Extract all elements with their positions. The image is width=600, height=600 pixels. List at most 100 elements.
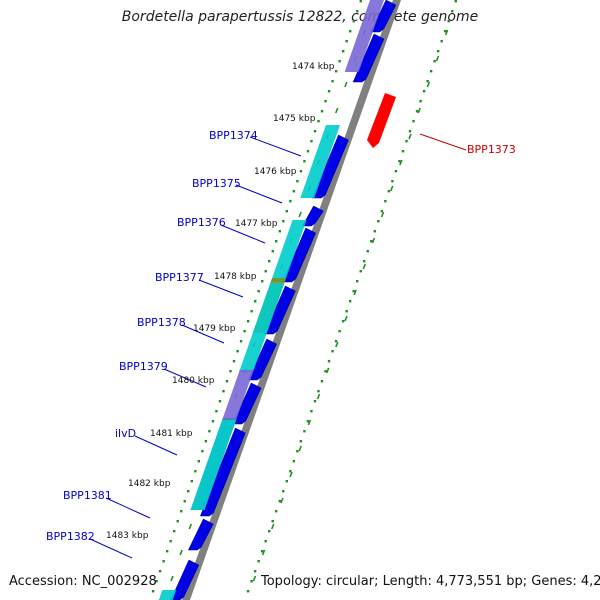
gc-dot (225, 380, 229, 383)
gc-dot (296, 180, 299, 183)
gc-dot (313, 400, 317, 403)
gc-dot (303, 160, 306, 163)
gene-label-bpp1375[interactable]: BPP1375 (192, 177, 241, 190)
kbp-label-1480: 1480 kbp (172, 376, 215, 386)
forward-gene-arrows (170, 0, 397, 600)
cog-track (158, 0, 384, 600)
gene-label-bpp1374[interactable]: BPP1374 (209, 129, 258, 142)
gc-dot (271, 520, 274, 523)
gc-dot (384, 200, 387, 203)
tick-mark (271, 523, 275, 530)
gc-dot (338, 330, 341, 333)
gc-dot (260, 550, 264, 553)
gc-dot (444, 30, 447, 33)
cog-block (344, 0, 384, 72)
leader-line-bpp1377 (198, 279, 244, 298)
gc-dot (296, 450, 299, 453)
gc-dot (165, 550, 169, 553)
gc-dot (292, 190, 296, 193)
gc-dot (440, 40, 443, 43)
gc-dot (246, 320, 250, 323)
gc-dot (447, 20, 450, 23)
gene-label-bpp1376[interactable]: BPP1376 (177, 216, 226, 229)
gc-dot (327, 90, 331, 93)
kbp-label-1479: 1479 kbp (193, 324, 236, 334)
gc-dot (180, 510, 183, 513)
gene-label-bpp1379[interactable]: BPP1379 (119, 360, 168, 373)
tick-mark (280, 497, 284, 504)
gc-dot (299, 170, 303, 173)
accession-text: Accession: NC_002928 (9, 574, 157, 589)
gc-dot (236, 350, 239, 353)
gene-arrow-bpp1373[interactable] (367, 93, 396, 148)
gc-dot (415, 110, 419, 113)
gc-dot (155, 580, 158, 583)
gc-dot (257, 290, 260, 293)
gc-dot (370, 240, 373, 243)
gc-dot (218, 400, 222, 403)
gc-dot (303, 430, 306, 433)
gc-dot (158, 570, 162, 573)
gc-dot (173, 530, 176, 533)
gc-dot (313, 130, 317, 133)
gc-dot (278, 230, 281, 233)
tick-mark (371, 237, 376, 244)
gc-dot (426, 80, 429, 83)
gene-label-bpp1377[interactable]: BPP1377 (155, 271, 204, 284)
gc-dot (341, 50, 345, 53)
tick-mark (316, 393, 321, 400)
gc-dot (359, 270, 362, 273)
tick-mark (380, 211, 385, 218)
forward-gene-arrow (188, 518, 214, 551)
gc-dot (306, 420, 310, 423)
gc-dot (352, 20, 355, 23)
gc-dot (257, 560, 260, 563)
leader-line-bpp1375 (235, 184, 283, 204)
gc-skew-track (151, 0, 457, 593)
gc-dot (190, 480, 193, 483)
gc-dot (405, 140, 408, 143)
cog-block (270, 220, 307, 282)
tick-mark (252, 575, 257, 582)
gc-dot (211, 420, 215, 423)
cog-block (239, 283, 285, 372)
gc-dot (419, 100, 422, 103)
tick-mark (188, 523, 193, 530)
gc-dot (292, 460, 296, 463)
gc-dot (176, 520, 179, 523)
cog-block (158, 590, 177, 600)
kbp-label-1477: 1477 kbp (235, 219, 278, 229)
gc-dot (363, 260, 366, 263)
tick-mark (298, 445, 302, 452)
gc-dot (289, 200, 292, 203)
cog-block (190, 420, 237, 510)
gene-label-bpp1381[interactable]: BPP1381 (63, 489, 112, 502)
tick-mark (435, 55, 440, 62)
leader-line-bpp1373 (419, 133, 467, 151)
gc-dot (289, 470, 292, 473)
gene-label-bpp1378[interactable]: BPP1378 (137, 316, 186, 329)
gc-dot (246, 590, 250, 593)
gc-dot (310, 410, 313, 413)
gene-label-bpp1373[interactable]: BPP1373 (467, 143, 516, 156)
gc-dot (331, 350, 334, 353)
gc-dot (310, 140, 313, 143)
gc-dot (349, 30, 352, 33)
gene-label-ilvd[interactable]: ilvD (115, 427, 136, 440)
gc-dot (239, 340, 243, 343)
gc-dot (208, 430, 211, 433)
gc-dot (183, 500, 186, 503)
gc-dot (229, 370, 232, 373)
gene-label-bpp1382[interactable]: BPP1382 (46, 530, 95, 543)
tick-mark (335, 341, 339, 348)
tick-mark (353, 289, 357, 296)
kbp-label-1476: 1476 kbp (254, 167, 297, 177)
gc-dot (387, 190, 391, 193)
gc-dot (320, 110, 324, 113)
gc-dot (359, 0, 362, 3)
leader-line-bpp1378 (181, 324, 225, 344)
gc-dot (348, 300, 352, 303)
gc-dot (408, 130, 412, 133)
gc-dot (317, 390, 320, 393)
